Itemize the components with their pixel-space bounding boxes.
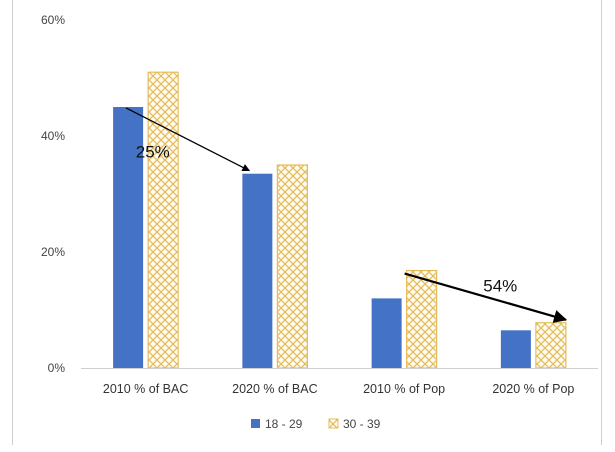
annotations: 25% 54% xyxy=(125,107,568,323)
bar-series-2 xyxy=(535,322,567,369)
y-tick-label: 40% xyxy=(41,129,65,143)
category-labels: 2010 % of BAC 2020 % of BAC 2010 % of Pop 2… xyxy=(103,382,575,396)
legend-label: 18 - 29 xyxy=(265,417,303,431)
legend: 18 - 29 30 - 39 xyxy=(251,417,381,431)
x-tick-label: 2020 % of BAC xyxy=(232,382,317,396)
y-tick-label: 60% xyxy=(41,13,65,27)
y-tick-label: 20% xyxy=(41,245,65,259)
bar-series-2 xyxy=(276,164,308,369)
annotation-arrow xyxy=(125,107,251,172)
annotation-arrow xyxy=(404,272,568,323)
annotation-label: 25% xyxy=(136,142,170,161)
y-tick-label: 0% xyxy=(48,361,66,375)
legend-swatch xyxy=(251,419,260,428)
bar-chart: 0%20%40%60% 2010 % of BAC 2020 % of BAC 20… xyxy=(41,13,598,431)
bar-series-2 xyxy=(147,71,179,369)
chart-frame: 0% 20% 40% 60% 2010 % of BAC 2020 % of BAC 20… xyxy=(12,0,602,445)
legend-swatch xyxy=(328,418,339,429)
x-tick-label: 2020 % of Pop xyxy=(492,382,574,396)
bar-series-2 xyxy=(406,269,438,369)
bar-series-1 xyxy=(500,330,531,368)
annotation-label: 54% xyxy=(483,277,517,296)
bars xyxy=(113,71,567,369)
bar-series-1 xyxy=(371,298,402,368)
y-axis-ticks: 0% 20% 40% 60% xyxy=(41,13,65,375)
x-tick-label: 2010 % of BAC xyxy=(103,382,188,396)
legend-label: 30 - 39 xyxy=(343,417,381,431)
x-tick-label: 2010 % of Pop xyxy=(363,382,445,396)
bar-series-1 xyxy=(113,107,144,368)
bar-series-1 xyxy=(242,173,273,368)
